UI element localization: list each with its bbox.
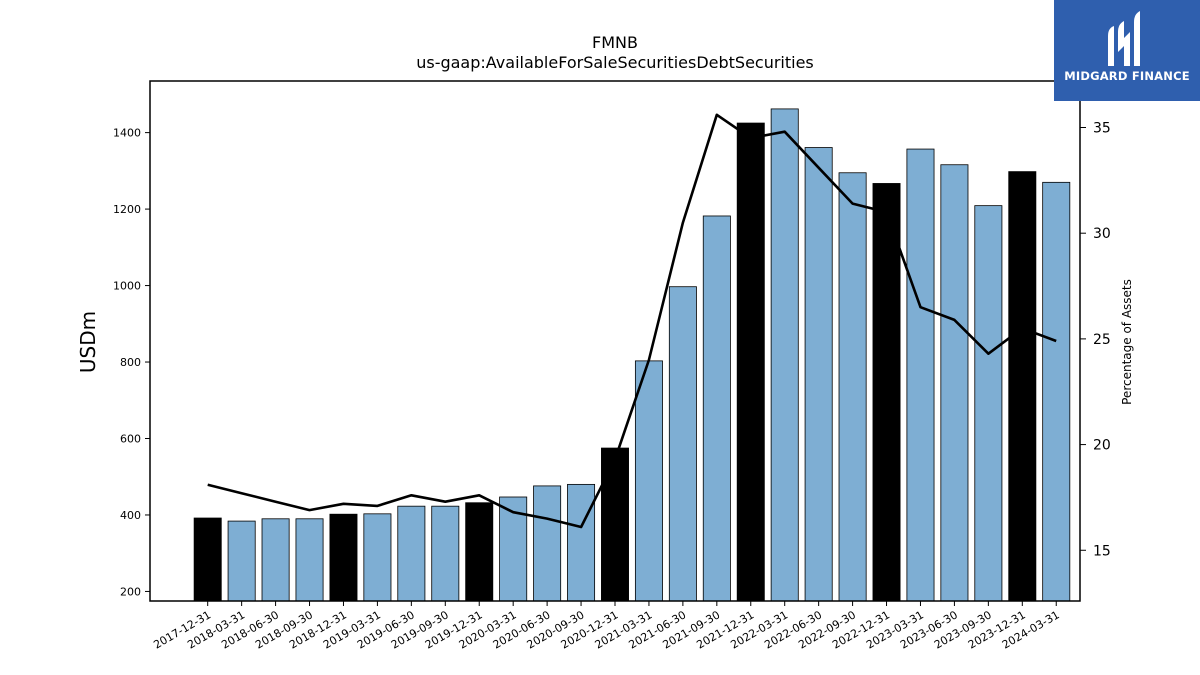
y-tick-label: 200 xyxy=(120,585,141,598)
bars-group xyxy=(193,108,1071,602)
y-tick-label: 1200 xyxy=(113,203,141,216)
y-tick-label: 1400 xyxy=(113,127,141,140)
y-tick-label: 1000 xyxy=(113,280,141,293)
bar xyxy=(838,172,867,602)
bar xyxy=(634,360,663,602)
y2-tick-label: 20 xyxy=(1093,438,1111,454)
bar xyxy=(906,148,935,602)
brand-logo: MIDGARD FINANCE xyxy=(1054,0,1200,101)
bar xyxy=(227,520,256,602)
bar xyxy=(533,485,562,602)
chart-subtitle: us-gaap:AvailableForSaleSecuritiesDebtSe… xyxy=(416,53,814,72)
y-tick-label: 800 xyxy=(120,356,141,369)
bar xyxy=(702,215,731,602)
y2-tick-label: 25 xyxy=(1093,332,1111,348)
logo-text: MIDGARD FINANCE xyxy=(1064,69,1190,83)
bar xyxy=(974,205,1003,602)
y2-tick-label: 35 xyxy=(1093,121,1111,137)
bar xyxy=(363,513,392,602)
bar xyxy=(431,505,460,602)
y-axis-label: USDm xyxy=(76,311,100,373)
bar xyxy=(329,513,358,602)
bar xyxy=(736,122,765,602)
bar xyxy=(1042,181,1071,602)
chart-title: FMNB xyxy=(592,33,638,52)
bar xyxy=(940,164,969,602)
bar xyxy=(465,502,494,602)
bar xyxy=(295,518,324,602)
bar xyxy=(770,108,799,602)
bar xyxy=(668,286,697,602)
y2-tick-label: 15 xyxy=(1093,543,1111,559)
y-tick-label: 400 xyxy=(120,509,141,522)
bar xyxy=(261,518,290,602)
y2-axis-label: Percentage of Assets xyxy=(1120,279,1134,405)
bar xyxy=(872,183,901,602)
bar xyxy=(804,147,833,602)
bar xyxy=(397,505,426,602)
line-group xyxy=(207,113,1057,529)
percentage-line xyxy=(207,113,1057,529)
bar xyxy=(567,483,596,602)
midgard-logo-icon xyxy=(1108,11,1140,66)
bar xyxy=(1008,171,1037,602)
bar xyxy=(601,447,629,602)
y2-tick-label: 30 xyxy=(1093,226,1111,242)
bar xyxy=(193,517,222,602)
y-tick-label: 600 xyxy=(120,433,141,446)
